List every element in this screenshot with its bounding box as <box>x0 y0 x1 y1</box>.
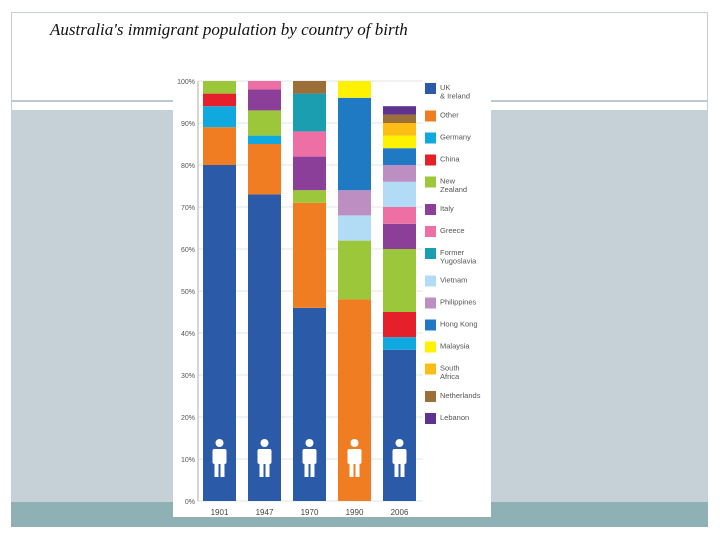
y-tick-label: 40% <box>181 331 195 338</box>
y-tick-label: 50% <box>181 289 195 296</box>
slide-title: Australia's immigrant population by coun… <box>50 20 408 39</box>
legend-swatch <box>425 391 436 402</box>
x-tick-label: 1970 <box>301 508 319 517</box>
y-tick-label: 20% <box>181 415 195 422</box>
legend-swatch <box>425 226 436 237</box>
legend-swatch <box>425 297 436 309</box>
legend-swatch <box>425 248 436 259</box>
y-tick-label: 90% <box>181 121 195 128</box>
bar-segment <box>383 114 416 123</box>
legend-swatch <box>425 275 436 287</box>
legend-swatch <box>425 319 436 331</box>
bar-segment <box>383 312 416 338</box>
bar-segment <box>338 240 371 300</box>
bar-segment <box>248 89 281 111</box>
bar-segment <box>383 207 416 224</box>
bar-segment <box>203 127 236 165</box>
legend-label: Malaysia <box>440 342 470 351</box>
person-icon <box>257 439 272 477</box>
bar-segment <box>338 215 371 241</box>
legend-swatch <box>425 204 436 215</box>
legend-swatch <box>425 413 436 424</box>
legend-swatch <box>425 132 436 144</box>
legend-label: South Africa <box>440 364 460 382</box>
legend-swatch <box>425 176 436 188</box>
x-tick-label: 1990 <box>346 508 364 517</box>
legend-swatch <box>425 363 436 375</box>
legend-label: Other <box>440 111 459 120</box>
y-tick-label: 30% <box>181 373 195 380</box>
legend-swatch <box>425 83 436 94</box>
y-tick-label: 80% <box>181 163 195 170</box>
legend-label: Former Yugoslavia <box>440 248 477 266</box>
bar-segment <box>203 81 236 94</box>
bar-segment <box>383 249 416 312</box>
legend-label: Greece <box>440 226 465 235</box>
legend-label: Vietnam <box>440 276 467 285</box>
bar-segment <box>383 123 416 136</box>
bar-segment <box>203 106 236 128</box>
legend-label: Lebanon <box>440 413 469 422</box>
y-tick-label: 70% <box>181 205 195 212</box>
legend-label: China <box>440 155 460 164</box>
bar-segment <box>248 144 281 195</box>
person-icon <box>347 439 362 477</box>
bar-segment <box>293 190 326 203</box>
bar-segment <box>293 156 326 191</box>
legend-label: Netherlands <box>440 391 481 400</box>
legend-label: Italy <box>440 204 454 213</box>
bar-segment <box>293 307 326 501</box>
bar-segment <box>203 93 236 107</box>
legend-label: UK & Ireland <box>440 83 470 101</box>
person-icon <box>212 439 227 477</box>
chart-container: 0% 10% 20% 30% 40% 50% 60% 70% 80% 90% 100% 1901 194… <box>173 73 491 517</box>
person-icon <box>392 439 407 477</box>
legend-label: Germany <box>440 133 471 142</box>
bar-segment <box>383 135 416 149</box>
bar-segment <box>248 135 281 144</box>
bar-segment <box>383 181 416 207</box>
legend-label: Hong Kong <box>440 320 478 329</box>
legend-swatch <box>425 154 436 166</box>
bar-segment <box>293 81 326 94</box>
bar-segment <box>338 81 371 98</box>
x-tick-label: 1901 <box>211 508 229 517</box>
y-tick-label: 100% <box>177 79 195 86</box>
bar-segment <box>248 110 281 136</box>
bar-segment <box>293 93 326 132</box>
y-tick-label: 10% <box>181 457 195 464</box>
legend-swatch <box>425 341 436 353</box>
bar-segment <box>383 148 416 165</box>
bar-segment <box>338 97 371 191</box>
bar-segment <box>383 337 416 350</box>
stacked-bar-chart: 0% 10% 20% 30% 40% 50% 60% 70% 80% 90% 100% 1901 194… <box>177 79 481 517</box>
person-icon <box>302 439 317 477</box>
x-tick-label: 1947 <box>256 508 274 517</box>
bar-segment <box>293 131 326 157</box>
bar-segment <box>338 299 371 501</box>
legend-label: Philippines <box>440 298 477 307</box>
y-tick-label: 60% <box>181 247 195 254</box>
x-tick-label: 2006 <box>391 508 409 517</box>
bar-segment <box>248 81 281 90</box>
bar-segment <box>293 202 326 308</box>
legend-label: New Zealand <box>440 177 467 195</box>
bar-segment <box>383 223 416 249</box>
y-tick-label: 0% <box>185 499 195 506</box>
bar-segment <box>383 349 416 501</box>
bar-segment <box>383 106 416 115</box>
bar-segment <box>338 190 371 216</box>
legend-swatch <box>425 110 436 122</box>
bar-segment <box>383 165 416 182</box>
